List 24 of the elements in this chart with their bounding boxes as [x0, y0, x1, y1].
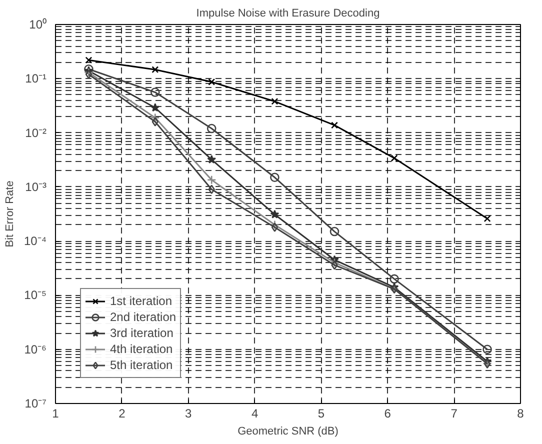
y-tick-label: 10⁻⁷ — [24, 396, 47, 410]
x-tick-label: 6 — [384, 406, 392, 420]
legend-label: 1st iteration — [110, 293, 172, 309]
y-tick-label: 10⁻³ — [25, 180, 47, 194]
x-tick-label: 8 — [517, 406, 524, 420]
y-tick-label: 10⁻² — [25, 126, 47, 140]
x-tick-label: 3 — [185, 406, 192, 420]
x-axis-title: Geometric SNR (dB) — [238, 426, 338, 438]
x-tick-label: 5 — [318, 406, 325, 420]
y-axis-title: Bit Error Rate — [4, 180, 16, 248]
y-tick-label: 10⁻⁴ — [24, 234, 47, 248]
x-tick-label: 2 — [118, 406, 126, 420]
y-tick-label: 10⁰ — [29, 18, 47, 32]
legend-label: 5th iteration — [110, 357, 173, 373]
x-tick-label: 4 — [251, 406, 258, 420]
y-tick-label: 10⁻¹ — [25, 72, 47, 86]
legend-label: 3rd iteration — [110, 325, 174, 341]
legend-label: 2nd iteration — [110, 309, 176, 325]
x-tick-label: 1 — [52, 406, 60, 420]
y-tick-label: 10⁻⁶ — [24, 342, 47, 356]
y-tick-label: 10⁻⁵ — [24, 288, 47, 302]
chart-title: Impulse Noise with Erasure Decoding — [196, 8, 380, 20]
legend-label: 4th iteration — [110, 341, 173, 357]
x-tick-label: 7 — [450, 406, 458, 420]
